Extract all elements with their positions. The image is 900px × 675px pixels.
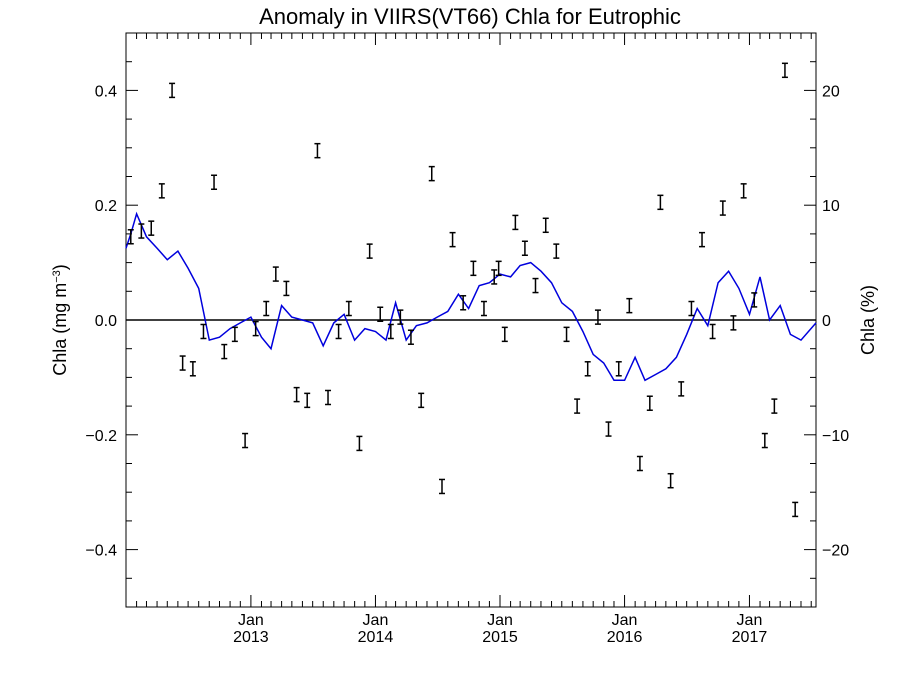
y-right-tick-label: −20 [822, 543, 849, 560]
y-axis-right-title: Chla (%) [858, 285, 878, 355]
data-point [491, 269, 498, 285]
data-point [771, 398, 778, 414]
data-point [636, 455, 643, 472]
x-tick-label-year: 2015 [482, 629, 518, 646]
data-point [657, 194, 664, 211]
y-left-tick-label: 0.4 [95, 83, 117, 100]
data-point [387, 323, 394, 340]
data-point [699, 231, 706, 248]
data-point [792, 501, 799, 518]
data-point [594, 309, 601, 325]
data-point [138, 223, 145, 239]
data-point [761, 432, 768, 449]
data-point [158, 183, 165, 199]
data-point [678, 381, 685, 397]
data-point [407, 329, 414, 345]
y-right-tick-label: 20 [822, 83, 840, 100]
data-point [314, 142, 321, 159]
data-point [127, 229, 134, 245]
data-point [397, 309, 404, 325]
data-point [470, 260, 477, 277]
data-point [730, 315, 737, 331]
data-point [377, 306, 384, 323]
data-point [231, 326, 238, 343]
data-point [200, 323, 207, 340]
data-point [605, 421, 612, 437]
data-point [532, 277, 539, 294]
data-point [688, 300, 695, 317]
y-axis-right-labels: 20 10 0 −10 −20 [822, 83, 849, 559]
data-point [438, 478, 445, 495]
x-tick-label-month: Jan [612, 612, 638, 629]
data-point [781, 62, 788, 79]
data-point [189, 361, 196, 377]
x-tick-label-month: Jan [363, 612, 389, 629]
y-left-tick-label: 0.2 [95, 198, 117, 215]
data-point [501, 326, 508, 343]
y-left-tick-label: −0.4 [85, 543, 117, 560]
y-axis-left-title-tail: ) [50, 264, 70, 270]
data-point [293, 386, 300, 403]
y-left-tick-label: 0.0 [95, 313, 117, 330]
data-point [709, 323, 716, 340]
x-tick-label-month: Jan [238, 612, 264, 629]
data-point [418, 392, 425, 409]
data-point [242, 432, 249, 449]
data-point [460, 295, 467, 311]
y-right-tick-label: 10 [822, 198, 840, 215]
series-line [125, 211, 817, 382]
data-point [345, 300, 352, 317]
data-point [563, 326, 570, 343]
y-axis-left-title-base: Chla (mg m [50, 283, 70, 376]
data-point [304, 392, 311, 409]
x-tick-label-year: 2016 [607, 629, 643, 646]
y-left-tick-label: −0.2 [85, 428, 117, 445]
data-point [221, 343, 228, 360]
data-point [148, 220, 155, 236]
x-tick-label-year: 2014 [358, 629, 394, 646]
data-point [584, 361, 591, 377]
y-right-tick-label: −10 [822, 428, 849, 445]
data-point [740, 183, 747, 199]
y-axis-left-labels: 0.4 0.2 0.0 −0.2 −0.4 [85, 83, 117, 559]
data-point [521, 240, 528, 256]
y-axis-left-title: Chla (mg m−3) [50, 264, 70, 376]
data-point [626, 297, 633, 314]
data-point [646, 395, 653, 411]
x-tick-label-month: Jan [737, 612, 763, 629]
data-point [356, 435, 363, 452]
x-tick-label-year: 2017 [732, 629, 768, 646]
series-points [127, 62, 799, 518]
x-tick-label-month: Jan [487, 612, 513, 629]
data-point [263, 300, 270, 317]
data-point [211, 174, 218, 190]
data-point [335, 323, 342, 340]
data-point [325, 389, 332, 406]
data-point [366, 243, 373, 259]
data-point [449, 231, 456, 248]
chart-title: Anomaly in VIIRS(VT66) Chla for Eutrophi… [259, 4, 681, 29]
data-point [553, 243, 560, 259]
data-point [272, 266, 279, 282]
data-point [512, 214, 519, 231]
data-point [542, 217, 549, 234]
data-point [667, 472, 674, 489]
data-point [751, 292, 758, 308]
data-point [428, 165, 435, 182]
data-point [480, 300, 487, 317]
y-right-tick-label: 0 [822, 313, 831, 330]
data-point [574, 398, 581, 414]
data-point [615, 361, 622, 377]
data-point [283, 280, 290, 297]
axis-ticks [125, 32, 816, 608]
data-point [169, 82, 176, 99]
data-point [719, 200, 726, 216]
x-tick-label-year: 2013 [233, 629, 269, 646]
data-point [495, 260, 502, 277]
y-axis-left-title-sup: −3 [51, 270, 63, 283]
data-point [179, 355, 186, 371]
data-point [252, 320, 259, 337]
